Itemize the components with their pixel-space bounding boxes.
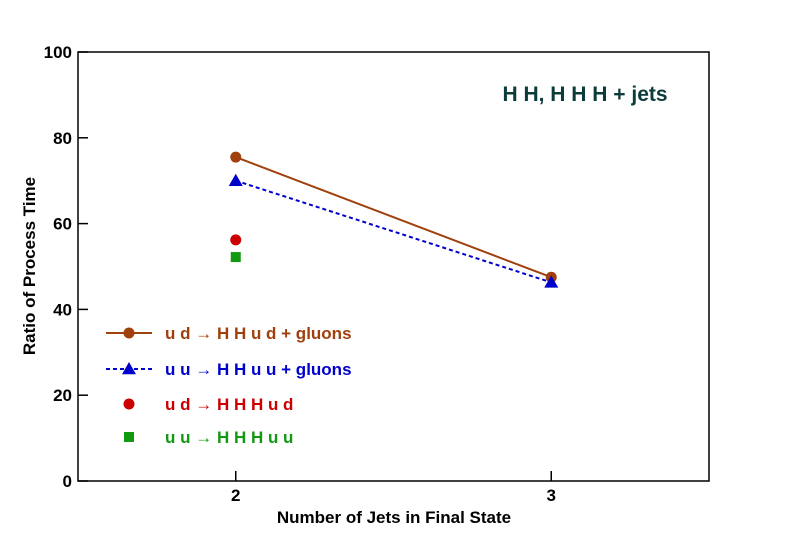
y-axis-title: Ratio of Process Time — [20, 177, 39, 355]
legend: u d → H H u d + gluons u u → H H u u + gl… — [106, 324, 352, 447]
legend-marker — [123, 398, 135, 410]
series-4 — [230, 252, 241, 263]
y-tick-label: 40 — [53, 300, 72, 319]
plot-frame — [77, 51, 710, 482]
legend-marker — [122, 362, 136, 375]
legend-item-3: u d → H H H u d — [123, 395, 293, 414]
chart-annotation: H H, H H H + jets — [502, 83, 667, 106]
x-tick-label: 3 — [547, 486, 556, 505]
data-point — [228, 173, 243, 186]
x-axis-title: Number of Jets in Final State — [277, 508, 511, 527]
y-tick-label: 60 — [53, 215, 72, 234]
y-tick-label: 20 — [53, 386, 72, 405]
y-tick-label: 0 — [63, 472, 72, 491]
legend-label: u u → H H H u u — [165, 428, 293, 447]
y-tick-label: 80 — [53, 129, 72, 148]
data-point — [544, 275, 559, 288]
legend-item-4: u u → H H H u u — [124, 428, 293, 447]
legend-label: u u → H H u u + gluons — [165, 360, 352, 379]
legend-marker — [123, 327, 135, 339]
y-tick-label: 100 — [44, 43, 72, 62]
data-point — [230, 252, 241, 263]
legend-label: u d → H H u d + gluons — [165, 324, 352, 343]
data-point — [230, 151, 242, 163]
data-point — [230, 234, 242, 246]
series-1 — [230, 151, 557, 283]
series-line — [235, 179, 552, 284]
series-2 — [228, 173, 559, 288]
series-3 — [230, 234, 242, 246]
legend-item-1: u d → H H u d + gluons — [106, 324, 352, 343]
series-line — [235, 156, 552, 279]
x-tick-label: 2 — [231, 486, 240, 505]
legend-label: u d → H H H u d — [165, 395, 293, 414]
legend-item-2: u u → H H u u + gluons — [106, 360, 352, 379]
legend-marker — [124, 432, 134, 442]
axis-ticks: 0 20 40 60 80 100 2 3 — [44, 43, 556, 505]
series-group — [228, 151, 559, 288]
